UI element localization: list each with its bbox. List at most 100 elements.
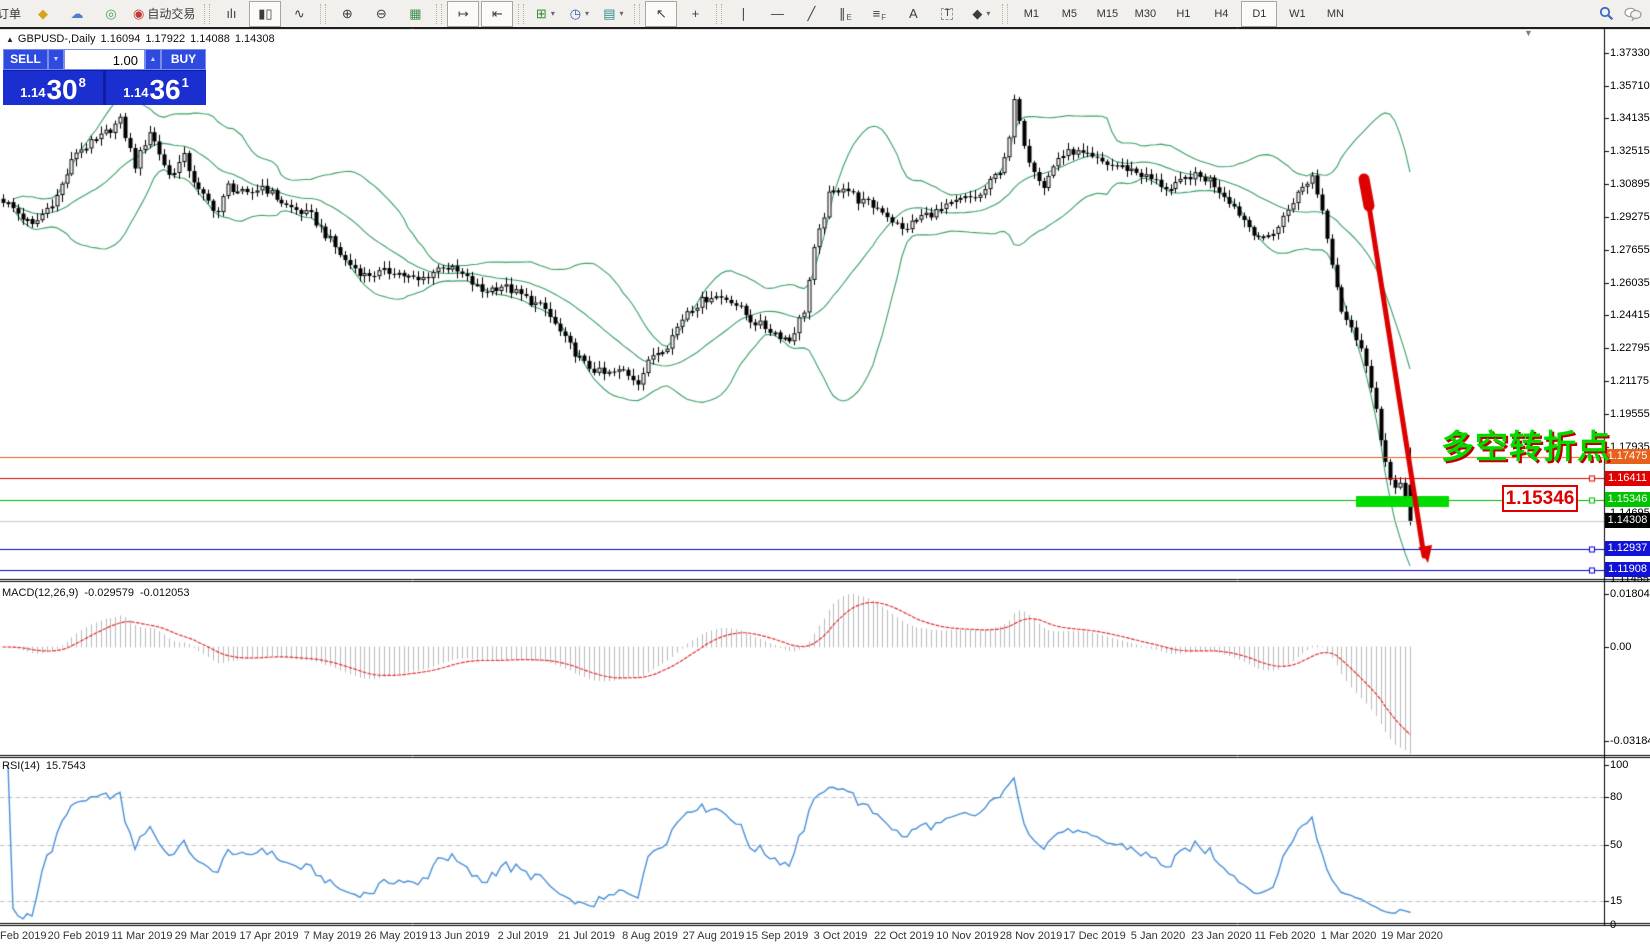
auto-scroll-button[interactable]: ↦ (447, 0, 480, 27)
tf-m30-button-label: M30 (1134, 7, 1157, 20)
sell-price[interactable]: 1.14 30 8 (3, 71, 103, 105)
volume-decrease-button[interactable]: ▼ (48, 49, 64, 70)
chart-title: ▲ GBPUSD-,Daily 1.16094 1.17922 1.14088 1.143… (6, 33, 280, 45)
indicators-glyph: ⊞ (535, 6, 547, 21)
zoom-in-glyph: ⊕ (341, 6, 353, 21)
shapes-button[interactable]: ◆ ▾ (965, 1, 997, 27)
line-chart-glyph: ∿ (293, 6, 305, 21)
rsi-name: RSI(14) (2, 760, 40, 772)
market-icon[interactable]: ◆ (27, 1, 59, 27)
tf-h1-button[interactable]: H1 (1165, 1, 1201, 27)
fibonacci-glyph: ≡ (872, 6, 881, 21)
price-tag: 1.14308 (1605, 513, 1650, 528)
new-order-button[interactable]: 订单 (0, 1, 25, 27)
buy-price-big: 36 (149, 74, 181, 105)
turning-point-annotation[interactable]: 多空转折点 (1441, 428, 1611, 465)
cursor-button[interactable]: ↖ (645, 0, 678, 27)
sell-button[interactable]: SELL (3, 49, 48, 70)
signals-icon[interactable]: ◎ (95, 1, 127, 27)
bar-chart-button[interactable]: ılı (215, 1, 247, 27)
tf-m30-button[interactable]: M30 (1127, 1, 1163, 27)
search-icon[interactable] (1599, 6, 1614, 21)
tile-windows-button[interactable]: ▦ (399, 1, 431, 27)
volume-increase-button[interactable]: ▲ (145, 49, 161, 70)
x-axis-label: 2 Jul 2019 (497, 930, 549, 942)
x-axis-label: 15 Sep 2019 (745, 930, 809, 942)
price-axis-label: 1.29275 (1610, 211, 1650, 223)
new-order-button-label: 订单 (0, 7, 22, 21)
horizontal-line-glyph: — (770, 6, 784, 21)
tf-h4-button[interactable]: H4 (1203, 1, 1239, 27)
dropdown-caret-icon[interactable]: ▾ (585, 9, 590, 18)
toolbar-right-group (1599, 6, 1642, 21)
macd-name: MACD(12,26,9) (2, 587, 79, 599)
line-chart-button[interactable]: ∿ (283, 1, 315, 27)
tf-m5-button[interactable]: M5 (1051, 1, 1087, 27)
sell-price-small: 1.14 (20, 85, 46, 100)
rsi-axis-label: 80 (1610, 791, 1623, 803)
dropdown-caret-icon[interactable]: ▾ (619, 9, 624, 18)
tf-m15-button[interactable]: M15 (1089, 1, 1125, 27)
crosshair-button[interactable]: + (679, 1, 711, 27)
tile-windows-glyph: ▦ (409, 6, 422, 21)
level-label-box[interactable]: 1.15346 (1502, 485, 1578, 512)
tf-m1-button[interactable]: M1 (1013, 1, 1049, 27)
tf-mn-button[interactable]: MN (1317, 1, 1353, 27)
dropdown-caret-icon[interactable]: ▾ (986, 9, 991, 18)
x-axis-label: 13 Jun 2019 (429, 930, 490, 942)
toolbar-group-zoom: ⊕ ⊖ ▦ (330, 0, 432, 27)
vertical-line-button[interactable]: ∣ (727, 1, 759, 27)
horizontal-line-button[interactable]: — (761, 1, 793, 27)
buy-price[interactable]: 1.14 36 1 (106, 71, 206, 105)
price-axis-label: 1.27655 (1610, 244, 1650, 256)
text-button[interactable]: A (897, 1, 929, 27)
ohlc-low: 1.14088 (190, 33, 230, 45)
autotrade-button[interactable]: ◉ 自动交易 (129, 1, 199, 27)
trendline-button[interactable]: ╱ (795, 1, 827, 27)
zoom-out-button[interactable]: ⊖ (365, 1, 397, 27)
template-button[interactable]: ▤ ▾ (597, 1, 629, 27)
price-axis-label: 1.19555 (1610, 408, 1650, 420)
x-axis-label: Feb 2019 (0, 930, 47, 942)
zoom-in-button[interactable]: ⊕ (331, 1, 363, 27)
x-axis-label: 27 Aug 2019 (682, 930, 745, 942)
community-icon[interactable]: ☁ (61, 1, 93, 27)
x-axis-label: 3 Oct 2019 (813, 930, 868, 942)
buy-button[interactable]: BUY (161, 49, 206, 70)
periods-button[interactable]: ◷ ▾ (563, 1, 595, 27)
icon-sub-letter: E (846, 13, 852, 22)
ohlc-close: 1.14308 (234, 33, 275, 45)
indicators-button[interactable]: ⊞ ▾ (529, 1, 561, 27)
x-axis-label: 20 Feb 2019 (47, 930, 110, 942)
chart-shift-button[interactable]: ⇤ (481, 0, 514, 27)
price-tag: 1.16411 (1605, 471, 1650, 486)
price-axis-label: 1.21175 (1610, 375, 1649, 387)
chat-icon[interactable] (1624, 7, 1642, 21)
autotrade-button-label: 自动交易 (147, 7, 196, 21)
macd-value-1: -0.029579 (84, 587, 134, 599)
toolbar-separator (436, 3, 443, 24)
auto-scroll-glyph: ↦ (457, 6, 469, 21)
x-axis-label: 26 May 2019 (364, 930, 428, 942)
x-axis-label: 28 Nov 2019 (999, 930, 1063, 942)
price-axis-label: 1.37330 (1610, 47, 1650, 59)
label-button[interactable]: T (931, 1, 963, 27)
toolbar-separator (716, 3, 723, 24)
candle-chart-glyph: ▮▯ (258, 6, 273, 21)
autotrade-glyph: ◉ (133, 6, 145, 21)
template-glyph: ▤ (603, 6, 616, 21)
toolbar-group-cursor-tools: ↖ + (644, 0, 712, 27)
tf-w1-button[interactable]: W1 (1279, 1, 1315, 27)
community-icon-glyph: ☁ (70, 6, 84, 21)
volume-input[interactable]: 1.00 (64, 49, 145, 70)
fibonacci-button[interactable]: ≡ F (863, 1, 895, 27)
chart-scroll-marker[interactable]: ▼ (1524, 28, 1533, 38)
tf-d1-button[interactable]: D1 (1241, 0, 1278, 27)
candle-chart-button[interactable]: ▮▯ (249, 0, 282, 27)
toolbar-group-timeframes: M1 M5 M15 M30 H1 H4 D1 W1 MN (1012, 0, 1354, 27)
channel-button[interactable]: ∥ E (829, 1, 861, 27)
price-axis-label: 1.26035 (1610, 277, 1650, 289)
symbol-period: GBPUSD-,Daily (17, 33, 96, 45)
dropdown-caret-icon[interactable]: ▾ (550, 9, 555, 18)
